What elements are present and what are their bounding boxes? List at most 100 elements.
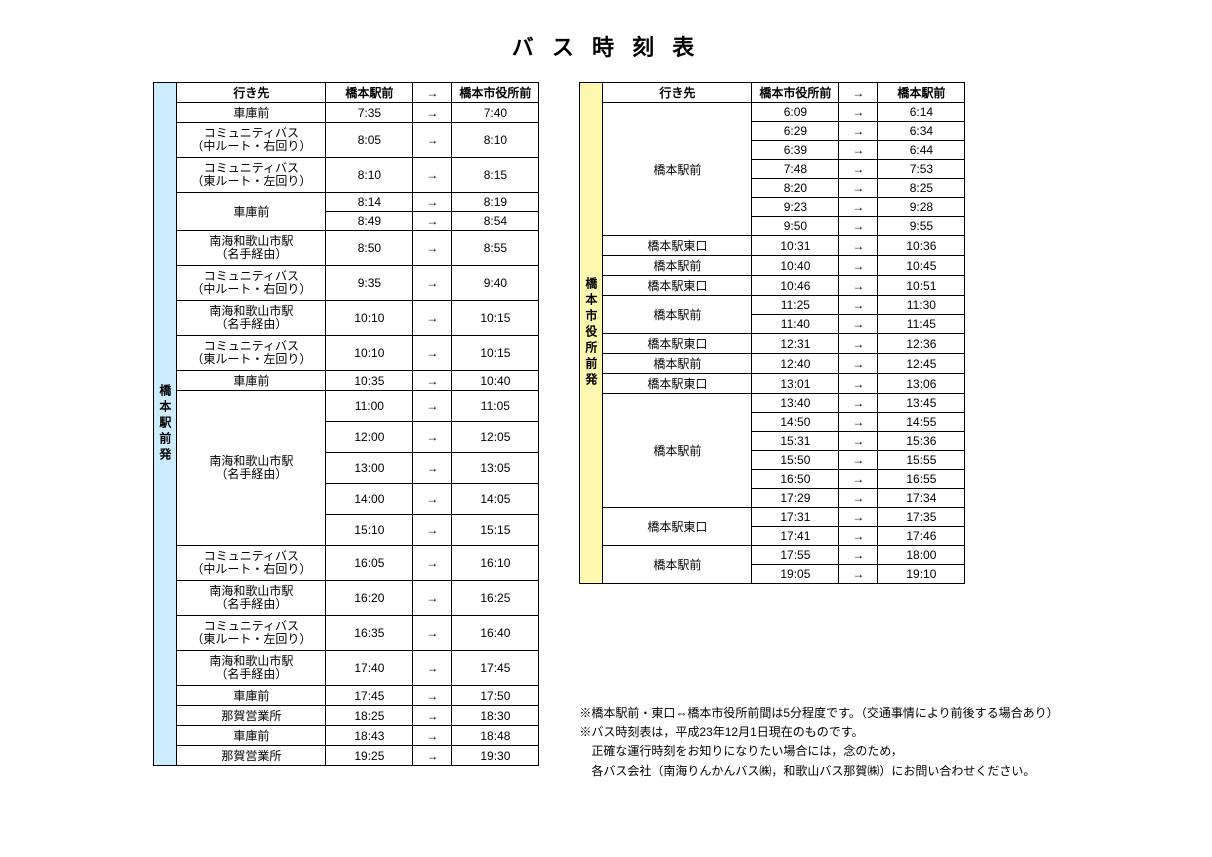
depart-time: 17:41 bbox=[752, 527, 839, 546]
arrow-cell: → bbox=[839, 432, 878, 451]
table-row: コミュニティバス（中ルート・右回り）9:35→9:40 bbox=[177, 266, 539, 301]
arrive-time: 7:40 bbox=[452, 103, 539, 123]
arrow-cell: → bbox=[413, 686, 452, 706]
depart-time: 16:35 bbox=[326, 616, 413, 651]
dest-cell: 橋本駅東口 bbox=[603, 276, 752, 296]
arrive-time: 10:36 bbox=[878, 236, 965, 256]
arrive-time: 15:36 bbox=[878, 432, 965, 451]
table-row: 車庫前8:14→8:19 bbox=[177, 193, 539, 212]
dest-cell: 南海和歌山市駅（名手経由） bbox=[177, 581, 326, 616]
dest-cell: 南海和歌山市駅（名手経由） bbox=[177, 301, 326, 336]
arrow-cell: → bbox=[839, 565, 878, 584]
arrow-cell: → bbox=[839, 256, 878, 276]
depart-time: 12:40 bbox=[752, 354, 839, 374]
tables-container: 橋本駅前発 行き先 橋本駅前 → 橋本市役所前 車庫前7:35→7:40コミュニ… bbox=[40, 82, 1172, 781]
arrow-cell: → bbox=[413, 266, 452, 301]
left-th-to: 橋本市役所前 bbox=[452, 83, 539, 103]
arrow-cell: → bbox=[839, 374, 878, 394]
arrive-time: 17:46 bbox=[878, 527, 965, 546]
note-line: ※橋本駅前・東口⇔橋本市役所前間は5分程度です。（交通事情により前後する場合あり… bbox=[579, 704, 1058, 723]
arrow-cell: → bbox=[413, 484, 452, 515]
depart-time: 8:05 bbox=[326, 123, 413, 158]
depart-time: 10:31 bbox=[752, 236, 839, 256]
dest-cell: 橋本駅前 bbox=[603, 296, 752, 334]
depart-time: 11:25 bbox=[752, 296, 839, 315]
table-row: 橋本駅東口10:46→10:51 bbox=[603, 276, 965, 296]
dest-cell: 車庫前 bbox=[177, 103, 326, 123]
note-line: 各バス会社（南海りんかんバス㈱，和歌山バス那賀㈱）にお問い合わせください。 bbox=[579, 762, 1058, 781]
dest-cell: コミュニティバス（中ルート・右回り） bbox=[177, 266, 326, 301]
arrive-time: 8:10 bbox=[452, 123, 539, 158]
dest-cell: 橋本駅東口 bbox=[603, 236, 752, 256]
dest-cell: コミュニティバス（東ルート・左回り） bbox=[177, 158, 326, 193]
arrive-time: 11:45 bbox=[878, 315, 965, 334]
arrive-time: 15:15 bbox=[452, 515, 539, 546]
arrow-cell: → bbox=[839, 489, 878, 508]
arrive-time: 18:48 bbox=[452, 726, 539, 746]
notes: ※橋本駅前・東口⇔橋本市役所前間は5分程度です。（交通事情により前後する場合あり… bbox=[579, 704, 1058, 781]
arrow-cell: → bbox=[413, 515, 452, 546]
arrive-time: 8:15 bbox=[452, 158, 539, 193]
depart-time: 19:05 bbox=[752, 565, 839, 584]
dest-cell: コミュニティバス（中ルート・右回り） bbox=[177, 546, 326, 581]
arrow-cell: → bbox=[413, 158, 452, 193]
arrow-cell: → bbox=[839, 103, 878, 122]
dest-cell: 橋本駅前 bbox=[603, 103, 752, 236]
table-row: コミュニティバス（東ルート・左回り）10:10→10:15 bbox=[177, 336, 539, 371]
depart-time: 9:23 bbox=[752, 198, 839, 217]
depart-time: 8:10 bbox=[326, 158, 413, 193]
depart-time: 16:20 bbox=[326, 581, 413, 616]
dest-cell: 橋本駅東口 bbox=[603, 374, 752, 394]
depart-time: 8:49 bbox=[326, 212, 413, 231]
dest-cell: コミュニティバス（東ルート・左回り） bbox=[177, 616, 326, 651]
arrow-cell: → bbox=[839, 315, 878, 334]
arrow-cell: → bbox=[413, 726, 452, 746]
depart-time: 8:50 bbox=[326, 231, 413, 266]
dest-cell: 橋本駅前 bbox=[603, 394, 752, 508]
depart-time: 12:31 bbox=[752, 334, 839, 354]
depart-time: 7:35 bbox=[326, 103, 413, 123]
arrive-time: 19:30 bbox=[452, 746, 539, 766]
depart-time: 13:40 bbox=[752, 394, 839, 413]
depart-time: 10:10 bbox=[326, 336, 413, 371]
depart-time: 10:35 bbox=[326, 371, 413, 391]
arrive-time: 17:50 bbox=[452, 686, 539, 706]
table-row: 橋本駅前11:25→11:30 bbox=[603, 296, 965, 315]
depart-time: 17:45 bbox=[326, 686, 413, 706]
table-row: コミュニティバス（中ルート・右回り）8:05→8:10 bbox=[177, 123, 539, 158]
arrive-time: 9:40 bbox=[452, 266, 539, 301]
table-row: 橋本駅東口13:01→13:06 bbox=[603, 374, 965, 394]
dest-cell: 車庫前 bbox=[177, 686, 326, 706]
note-line: ※バス時刻表は，平成23年12月1日現在のものです。 bbox=[579, 723, 1058, 742]
note-line: 正確な運行時刻をお知りになりたい場合には，念のため， bbox=[579, 742, 1058, 761]
arrive-time: 16:40 bbox=[452, 616, 539, 651]
arrive-time: 8:54 bbox=[452, 212, 539, 231]
table-row: 南海和歌山市駅（名手経由）8:50→8:55 bbox=[177, 231, 539, 266]
dest-cell: 車庫前 bbox=[177, 726, 326, 746]
table-row: 車庫前10:35→10:40 bbox=[177, 371, 539, 391]
left-th-dest: 行き先 bbox=[177, 83, 326, 103]
arrive-time: 10:15 bbox=[452, 301, 539, 336]
arrow-cell: → bbox=[413, 746, 452, 766]
dest-cell: 那賀営業所 bbox=[177, 746, 326, 766]
arrow-cell: → bbox=[413, 706, 452, 726]
depart-time: 15:31 bbox=[752, 432, 839, 451]
arrive-time: 16:10 bbox=[452, 546, 539, 581]
right-th-arrow: → bbox=[839, 83, 878, 103]
arrow-cell: → bbox=[413, 212, 452, 231]
arrive-time: 17:35 bbox=[878, 508, 965, 527]
dest-cell: 南海和歌山市駅（名手経由） bbox=[177, 231, 326, 266]
arrow-cell: → bbox=[839, 198, 878, 217]
depart-time: 18:43 bbox=[326, 726, 413, 746]
right-side: 橋本市役所前発 行き先 橋本市役所前 → 橋本駅前 橋本駅前6:09→6:146… bbox=[579, 82, 1058, 781]
arrive-time: 6:14 bbox=[878, 103, 965, 122]
arrow-cell: → bbox=[839, 470, 878, 489]
arrow-cell: → bbox=[839, 276, 878, 296]
dest-cell: 那賀営業所 bbox=[177, 706, 326, 726]
dest-cell: 車庫前 bbox=[177, 193, 326, 231]
right-table: 行き先 橋本市役所前 → 橋本駅前 橋本駅前6:09→6:146:29→6:34… bbox=[602, 82, 965, 584]
arrow-cell: → bbox=[413, 651, 452, 686]
depart-time: 17:40 bbox=[326, 651, 413, 686]
arrow-cell: → bbox=[413, 371, 452, 391]
arrow-cell: → bbox=[839, 527, 878, 546]
